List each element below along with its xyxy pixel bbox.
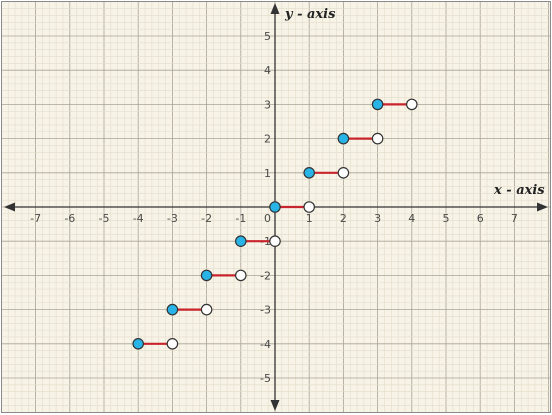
y-axis-title: y - axis — [284, 7, 336, 22]
x-tick-label: -5 — [99, 212, 110, 225]
closed-point — [303, 167, 315, 179]
x-tick-label: -7 — [30, 212, 41, 225]
y-axis-down-arrow — [270, 400, 280, 411]
x-tick-label: -3 — [167, 212, 178, 225]
x-axis-right-arrow — [537, 202, 548, 212]
x-tick-label: -2 — [201, 212, 212, 225]
y-tick-label: -4 — [260, 338, 271, 351]
open-point — [200, 303, 213, 316]
closed-point — [371, 98, 384, 111]
step-segments — [132, 98, 418, 350]
origin-label: 0 — [264, 212, 271, 225]
y-tick-label: -5 — [260, 372, 271, 385]
closed-point — [132, 337, 144, 350]
x-tick-label: 7 — [511, 212, 518, 225]
closed-point — [337, 132, 350, 145]
closed-point — [166, 303, 179, 316]
y-axis-up-arrow — [270, 3, 280, 14]
y-tick-label: 4 — [264, 64, 271, 77]
open-point — [405, 98, 418, 111]
open-point — [371, 132, 384, 145]
x-tick-label: 4 — [408, 212, 415, 225]
y-tick-label: -3 — [260, 304, 271, 317]
open-point — [166, 337, 179, 350]
x-tick-label: 6 — [477, 212, 484, 225]
y-tick-label: 5 — [264, 30, 271, 43]
x-axis-title: x - axis — [493, 183, 545, 198]
y-tick-label: -2 — [260, 269, 271, 282]
open-point — [337, 167, 350, 179]
y-tick-label: 3 — [264, 98, 271, 111]
x-tick-label: -6 — [64, 212, 75, 225]
y-tick-label: 2 — [264, 133, 271, 146]
x-tick-label: -1 — [235, 212, 246, 225]
x-axis-left-arrow — [4, 202, 15, 212]
open-point — [235, 269, 247, 282]
open-point — [303, 201, 315, 213]
x-tick-label: 3 — [374, 212, 381, 225]
y-tick-label: 1 — [264, 167, 271, 180]
x-tick-label: -4 — [133, 212, 144, 225]
closed-point — [235, 235, 247, 247]
x-tick-label: 5 — [443, 212, 450, 225]
closed-point — [269, 201, 281, 213]
x-tick-label: 1 — [306, 212, 313, 225]
closed-point — [200, 269, 213, 282]
open-point — [269, 235, 281, 247]
x-tick-label: 2 — [340, 212, 347, 225]
